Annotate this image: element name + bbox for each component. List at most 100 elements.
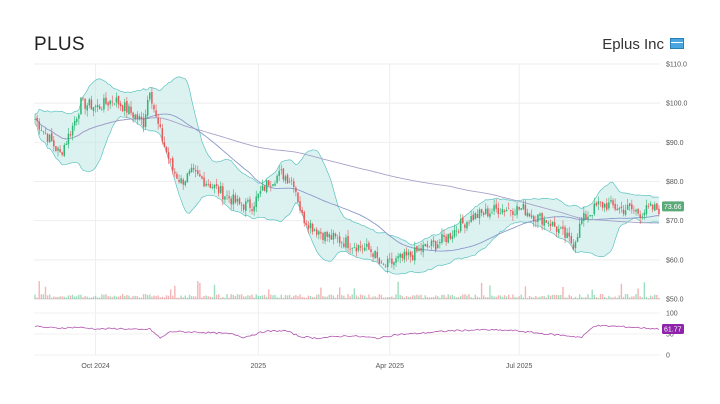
volume-bar xyxy=(391,296,393,299)
candle-body xyxy=(570,236,573,244)
candle xyxy=(620,201,623,213)
volume-bar xyxy=(460,295,462,299)
candle-body xyxy=(305,223,308,225)
volume-bar xyxy=(136,296,138,299)
candle-body xyxy=(178,179,180,182)
candle xyxy=(138,113,141,121)
candle xyxy=(472,210,474,222)
candle-body xyxy=(361,248,364,250)
volume-bar xyxy=(649,295,652,299)
candle xyxy=(606,198,608,212)
candle-body xyxy=(457,231,460,233)
candle xyxy=(416,245,418,253)
candle xyxy=(378,257,381,265)
candle-body xyxy=(201,176,203,179)
candle xyxy=(399,252,401,264)
volume-bar xyxy=(355,295,358,299)
candle-body xyxy=(336,237,339,239)
volume-bar xyxy=(69,295,72,299)
candle-body xyxy=(119,103,122,107)
candle-body xyxy=(257,193,260,199)
candle xyxy=(111,95,113,107)
candle-body xyxy=(167,152,170,159)
candle-body xyxy=(537,214,539,222)
candle-body xyxy=(389,258,391,260)
candle-body xyxy=(616,208,618,211)
volume-bar xyxy=(443,294,445,299)
candle-body xyxy=(443,235,445,237)
volume-bar xyxy=(303,297,305,299)
candle xyxy=(157,113,159,130)
volume-bar xyxy=(654,294,656,299)
candle-body xyxy=(86,105,88,111)
candle-body xyxy=(510,209,512,212)
volume-bar xyxy=(330,294,333,299)
volume-bar xyxy=(192,296,195,299)
candle xyxy=(558,224,560,238)
bollinger-upper xyxy=(34,76,659,246)
candle-body xyxy=(522,203,525,210)
candle-body xyxy=(505,210,508,212)
candle xyxy=(297,192,299,203)
candle xyxy=(518,206,520,211)
candle-body xyxy=(57,147,59,151)
volume-bar xyxy=(320,287,322,299)
candle xyxy=(403,248,406,263)
volume-bar xyxy=(232,294,234,299)
volume-bar xyxy=(276,297,278,299)
candle-body xyxy=(384,265,387,267)
volume-bar xyxy=(119,295,122,299)
candle xyxy=(585,210,587,220)
volume-bar xyxy=(336,294,339,299)
candle-body xyxy=(530,215,533,218)
volume-bar xyxy=(593,294,595,299)
candle xyxy=(624,204,627,217)
volume-bar xyxy=(631,296,633,299)
candle-body xyxy=(562,226,564,229)
volume-bar xyxy=(257,295,260,299)
volume-bar xyxy=(618,295,621,299)
candle-body xyxy=(422,244,424,253)
candle xyxy=(140,111,143,126)
volume-bar xyxy=(234,296,237,299)
volume-bar xyxy=(103,294,105,299)
volume-bar xyxy=(94,295,97,299)
last-price-label: 73.66 xyxy=(664,204,682,211)
candle xyxy=(434,240,437,253)
volume-bar xyxy=(487,297,489,299)
candle xyxy=(205,180,207,187)
candle xyxy=(94,104,97,113)
price-tick-label: $110.0 xyxy=(666,62,687,69)
candle xyxy=(428,245,431,248)
candle-body xyxy=(560,227,562,229)
candle xyxy=(524,199,527,217)
candle-body xyxy=(464,224,466,228)
candle-body xyxy=(276,175,278,183)
last-price-badge-box xyxy=(662,201,684,212)
volume-bar xyxy=(140,297,143,299)
last-rsi-label: 61.77 xyxy=(664,327,682,334)
volume-bar xyxy=(447,294,449,299)
candle-body xyxy=(40,130,43,131)
candle-body xyxy=(524,204,527,216)
candle xyxy=(86,102,88,117)
candle-body xyxy=(61,152,63,155)
candle xyxy=(284,174,287,184)
candle-body xyxy=(551,221,554,226)
volume-bar xyxy=(132,295,134,299)
volume-bar xyxy=(228,297,230,299)
price-tick-label: $90.0 xyxy=(666,140,684,147)
candle xyxy=(211,183,214,190)
candle xyxy=(295,185,297,197)
candle-body xyxy=(105,97,107,104)
candle xyxy=(144,109,147,130)
volume-bar xyxy=(451,294,454,299)
candle-body xyxy=(274,183,276,186)
candle-body xyxy=(290,180,293,181)
volume-bar xyxy=(44,286,47,299)
volume-bar xyxy=(476,296,479,299)
candle-body xyxy=(197,170,199,174)
volume-bar xyxy=(167,295,170,299)
price-tick-label: $70.0 xyxy=(666,218,684,225)
volume-bar xyxy=(420,294,422,299)
